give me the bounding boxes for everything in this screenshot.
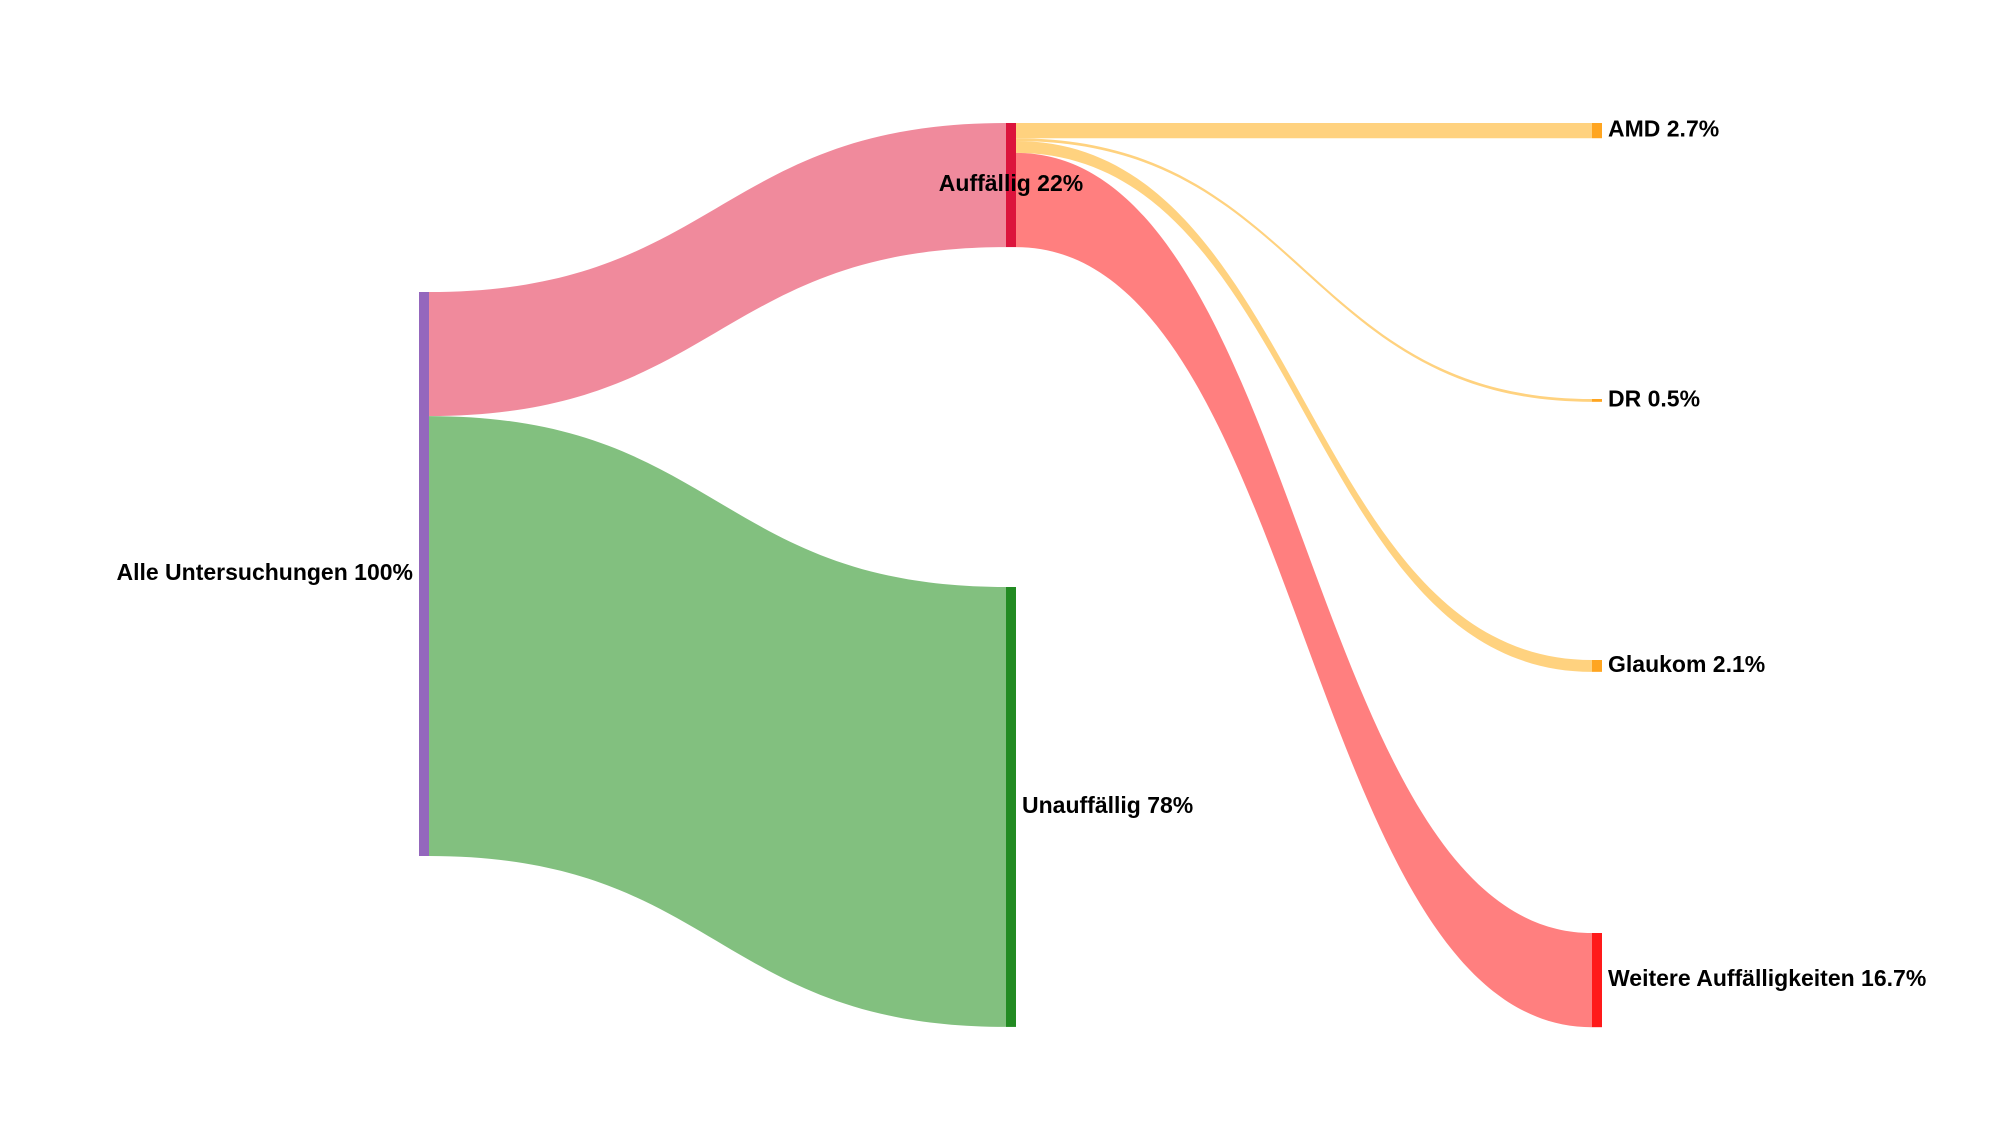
node bbox=[1592, 660, 1602, 672]
node bbox=[419, 292, 429, 856]
node bbox=[1006, 123, 1016, 248]
link bbox=[1016, 138, 1592, 402]
link bbox=[429, 123, 1006, 417]
node bbox=[1592, 399, 1602, 402]
node-label: Alle Untersuchungen 100% bbox=[116, 559, 413, 585]
link bbox=[1016, 141, 1592, 672]
link bbox=[429, 416, 1006, 1027]
node-label: Auffällig 22% bbox=[939, 170, 1083, 196]
node-label: Weitere Auffälligkeiten 16.7% bbox=[1608, 965, 1926, 991]
node-label: DR 0.5% bbox=[1608, 385, 1700, 411]
node bbox=[1006, 587, 1016, 1027]
node-label: Glaukom 2.1% bbox=[1608, 651, 1765, 677]
node bbox=[1592, 933, 1602, 1028]
link bbox=[1016, 123, 1592, 139]
node-label: AMD 2.7% bbox=[1608, 116, 1719, 142]
node bbox=[1592, 123, 1602, 139]
node-label: Unauffällig 78% bbox=[1022, 792, 1193, 818]
link bbox=[1016, 152, 1592, 1028]
